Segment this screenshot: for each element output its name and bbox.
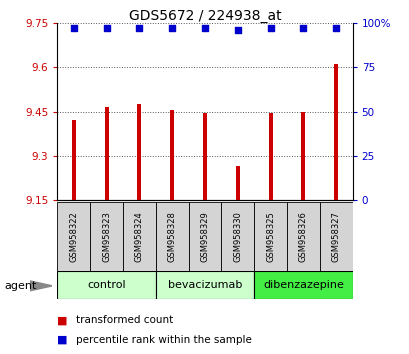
Text: GSM958329: GSM958329 (200, 211, 209, 262)
Bar (137, 104, 141, 200)
Bar (57, 271, 155, 299)
Point (299, 25, 306, 31)
Point (332, 25, 339, 31)
Bar (221, 202, 254, 271)
Point (234, 27, 240, 33)
Text: GSM958322: GSM958322 (69, 211, 78, 262)
Bar (268, 113, 272, 200)
Bar (202, 113, 207, 200)
Point (70, 25, 77, 31)
Text: bevacizumab: bevacizumab (167, 280, 242, 290)
Bar (254, 271, 352, 299)
Point (103, 25, 110, 31)
Bar (235, 166, 239, 200)
Bar (301, 112, 305, 200)
Text: GSM958326: GSM958326 (298, 211, 307, 262)
Text: GSM958325: GSM958325 (265, 211, 274, 262)
Text: transformed count: transformed count (76, 315, 173, 325)
Bar (57, 202, 90, 271)
Text: GDS5672 / 224938_at: GDS5672 / 224938_at (128, 9, 281, 23)
Point (201, 25, 208, 31)
Point (169, 25, 175, 31)
Text: GSM958324: GSM958324 (135, 211, 144, 262)
Text: percentile rank within the sample: percentile rank within the sample (76, 335, 251, 345)
Bar (188, 202, 221, 271)
Text: GSM958323: GSM958323 (102, 211, 111, 262)
Bar (90, 202, 123, 271)
Point (136, 25, 142, 31)
Bar (319, 202, 352, 271)
Bar (72, 120, 76, 200)
Text: control: control (87, 280, 126, 290)
Text: GSM958327: GSM958327 (331, 211, 340, 262)
Text: ■: ■ (57, 315, 68, 325)
Point (267, 25, 273, 31)
Text: ■: ■ (57, 335, 68, 345)
Bar (155, 202, 188, 271)
Bar (286, 202, 319, 271)
Polygon shape (30, 281, 52, 291)
Bar (123, 202, 155, 271)
Text: GSM958328: GSM958328 (167, 211, 176, 262)
Bar (104, 107, 108, 200)
Text: GSM958330: GSM958330 (233, 211, 242, 262)
Bar (333, 64, 337, 200)
Bar (254, 202, 286, 271)
Bar (170, 110, 174, 200)
Text: agent: agent (4, 281, 36, 291)
Bar (155, 271, 254, 299)
Text: dibenzazepine: dibenzazepine (262, 280, 343, 290)
